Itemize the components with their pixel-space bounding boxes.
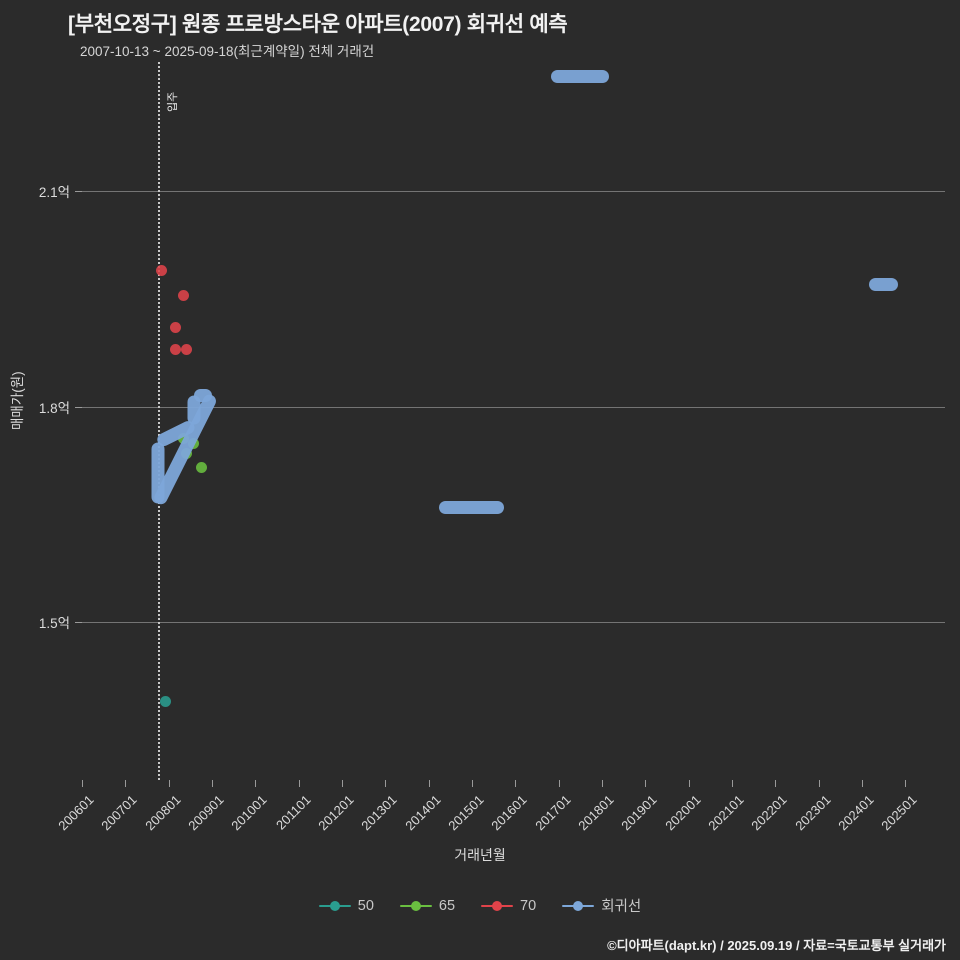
x-axis-tick [515, 780, 517, 787]
legend-swatch-icon [399, 900, 432, 912]
y-axis-tick [75, 191, 82, 193]
legend-label: 50 [357, 897, 374, 914]
x-axis-tick [255, 780, 257, 787]
legend-swatch-icon [318, 900, 351, 912]
legend-swatch-icon [562, 900, 595, 912]
x-axis-tick [211, 780, 213, 787]
regression-line-segment [151, 442, 165, 504]
legend-swatch-icon [481, 900, 514, 912]
x-axis-tick [688, 780, 690, 787]
y-axis-tick [75, 406, 82, 408]
scatter-point-70 [170, 322, 182, 334]
x-axis-tick [818, 780, 820, 787]
page-subtitle: 2007-10-13 ~ 2025-09-18(최근계약일) 전체 거래건 [80, 44, 375, 59]
legend-label: 회귀선 [601, 899, 642, 915]
scatter-point-65 [195, 462, 207, 474]
page-title: [부천오정구] 원종 프로방스타운 아파트(2007) 회귀선 예측 [68, 13, 568, 36]
x-axis-tick [905, 780, 907, 787]
y-axis-tick [75, 622, 82, 624]
chart-legend: 50 65 70 회귀선 [0, 895, 960, 916]
x-axis-title: 거래년월 [454, 847, 506, 863]
x-axis-tick [428, 780, 430, 787]
legend-item-50[interactable]: 50 [318, 897, 374, 914]
plot-area: 입주 [82, 62, 945, 780]
x-axis-tick [168, 780, 170, 787]
move-in-marker-label: 입주 [166, 91, 179, 112]
y-axis-title: 매매가(원) [10, 371, 25, 430]
move-in-marker-line [157, 62, 160, 780]
regression-line-segment [193, 389, 212, 403]
scatter-point-70 [155, 264, 167, 276]
legend-item-회귀선[interactable]: 회귀선 [562, 895, 641, 916]
y-axis-tick-label: 2.1억 [38, 185, 70, 201]
x-axis-tick [861, 780, 863, 787]
gridline [82, 406, 945, 408]
x-axis-tick [471, 780, 473, 787]
x-axis-tick [298, 780, 300, 787]
y-axis-tick-label: 1.5억 [38, 616, 70, 632]
legend-label: 65 [438, 897, 456, 914]
regression-line-segment [869, 278, 899, 292]
scatter-point-70 [177, 289, 189, 301]
regression-line-segment [551, 69, 610, 83]
gridline [82, 191, 945, 193]
y-axis-tick-label: 1.8억 [38, 400, 70, 416]
legend-item-65[interactable]: 65 [399, 897, 456, 914]
scatter-point-70 [181, 343, 193, 355]
x-axis-tick [775, 780, 777, 787]
x-axis: 200601 200701 200801 200901 201001 201101 2012… [55, 780, 945, 860]
gridline [82, 622, 945, 624]
x-axis-tick [731, 780, 733, 787]
legend-item-70[interactable]: 70 [481, 898, 536, 914]
x-axis-tick [558, 780, 560, 787]
regression-line-segment [439, 500, 505, 514]
footer-credit: ©디아파트(dapt.kr) / 2025.09.19 / 자료=국토교통부 실… [607, 938, 946, 953]
legend-label: 70 [520, 897, 537, 914]
x-axis-tick [125, 780, 127, 787]
x-axis-tick [601, 780, 603, 787]
scatter-point-70 [170, 343, 182, 355]
x-axis-tick [385, 780, 387, 787]
x-axis-tick [645, 780, 647, 787]
x-axis-tick [341, 780, 343, 787]
scatter-point-50 [159, 695, 171, 707]
x-axis-tick [82, 780, 83, 787]
